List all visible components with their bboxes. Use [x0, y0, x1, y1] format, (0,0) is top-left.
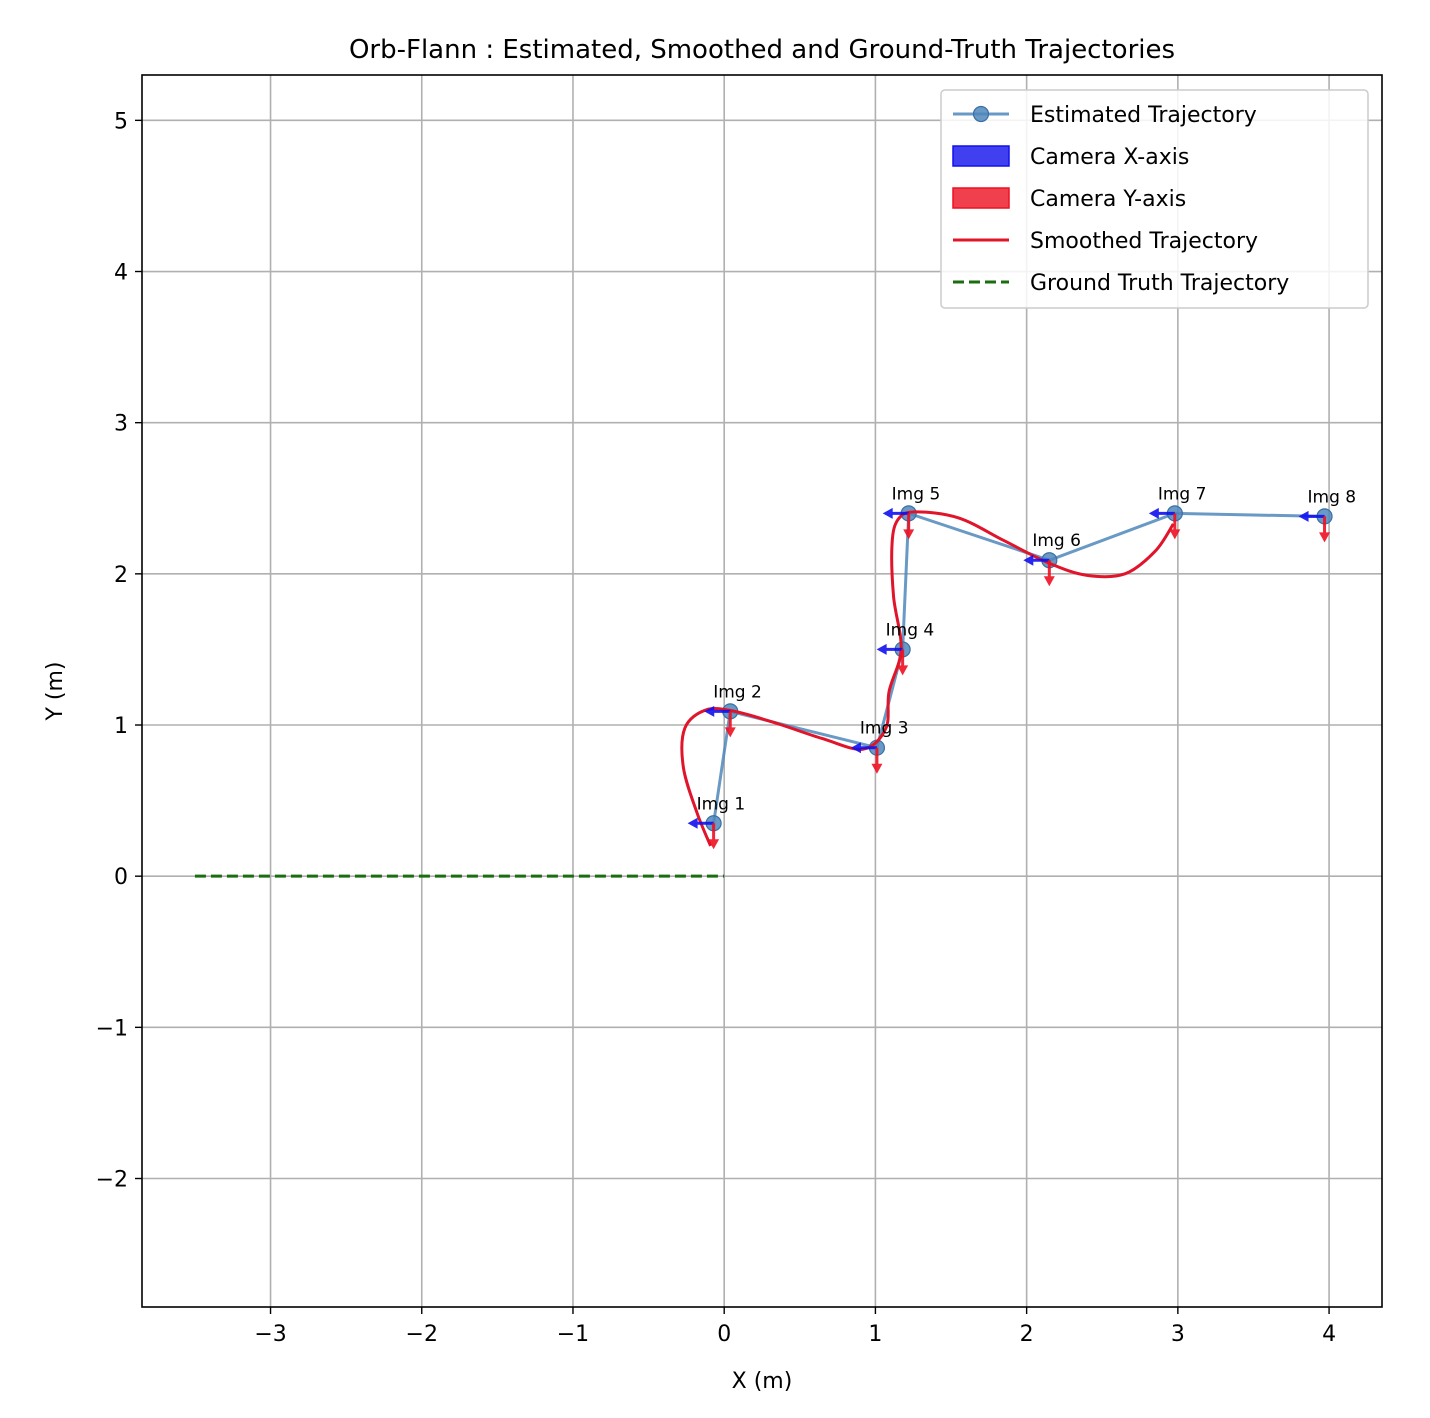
legend-label: Camera Y-axis	[1030, 187, 1186, 212]
camera-x-arrow	[882, 507, 909, 519]
y-tick-label: −2	[96, 1168, 128, 1193]
y-tick-label: 1	[114, 714, 128, 739]
legend-label: Camera X-axis	[1030, 145, 1189, 170]
y-axis-label: Y (m)	[43, 661, 68, 721]
camera-x-arrow	[876, 643, 903, 655]
y-tick-label: 5	[114, 109, 128, 134]
camera-y-arrow	[897, 649, 909, 676]
camera-axes-layer	[687, 507, 1331, 850]
camera-y-arrow	[871, 747, 883, 774]
plot-frame	[141, 74, 1383, 1308]
camera-y-arrow	[1043, 560, 1055, 587]
x-tick-label: −2	[406, 1322, 438, 1347]
ticks: −3 −2 −1 0 1 2 3 4 −2 −1 0 1 2 3 4 5	[96, 109, 1337, 1347]
point-label: Img 6	[1032, 531, 1081, 551]
camera-x-arrow	[850, 742, 877, 754]
y-tick-label: 3	[114, 412, 128, 437]
camera-y-arrow	[724, 711, 736, 738]
point-label: Img 2	[713, 682, 762, 702]
legend-box	[940, 89, 1369, 309]
camera-y-arrow	[708, 823, 720, 850]
camera-y-arrow	[1319, 516, 1331, 543]
camera-y-arrow	[903, 513, 915, 540]
point-labels-layer: Img 1 Img 2 Img 3 Img 4 Img 5 Img 6 Img 7 Img 8	[697, 484, 1357, 814]
legend-handle-estimated-marker	[972, 105, 990, 123]
y-tick-label: 2	[114, 563, 128, 588]
camera-x-arrow	[704, 705, 731, 717]
y-tick-label: 4	[114, 261, 128, 286]
legend: Estimated Trajectory Camera X-axis Camera …	[940, 89, 1369, 309]
x-tick-label: 2	[1020, 1322, 1034, 1347]
point-label: Img 3	[860, 719, 909, 739]
camera-x-arrow	[1298, 510, 1325, 522]
point-label: Img 8	[1308, 487, 1357, 507]
camera-x-arrow	[1023, 554, 1050, 566]
camera-x-arrow	[687, 817, 714, 829]
legend-label: Smoothed Trajectory	[1030, 229, 1258, 254]
point-label: Img 5	[892, 484, 941, 504]
legend-handle-camera-y	[952, 187, 1010, 209]
camera-x-arrow	[1148, 507, 1175, 519]
legend-handle-camera-x	[952, 145, 1010, 167]
camera-y-arrow	[1169, 513, 1181, 540]
x-tick-label: 0	[717, 1322, 731, 1347]
y-tick-label: 0	[114, 865, 128, 890]
x-tick-label: 1	[868, 1322, 882, 1347]
x-axis-label: X (m)	[732, 1369, 793, 1394]
legend-label: Estimated Trajectory	[1030, 103, 1257, 128]
chart-title: Orb-Flann : Estimated, Smoothed and Grou…	[349, 35, 1175, 65]
point-label: Img 1	[697, 794, 746, 814]
legend-label: Ground Truth Trajectory	[1030, 271, 1289, 296]
x-tick-label: −3	[254, 1322, 286, 1347]
x-tick-label: −1	[557, 1322, 589, 1347]
x-tick-label: 3	[1171, 1322, 1185, 1347]
point-label: Img 4	[886, 620, 935, 640]
x-tick-label: 4	[1322, 1322, 1336, 1347]
y-tick-label: −1	[96, 1016, 128, 1041]
point-label: Img 7	[1158, 484, 1207, 504]
